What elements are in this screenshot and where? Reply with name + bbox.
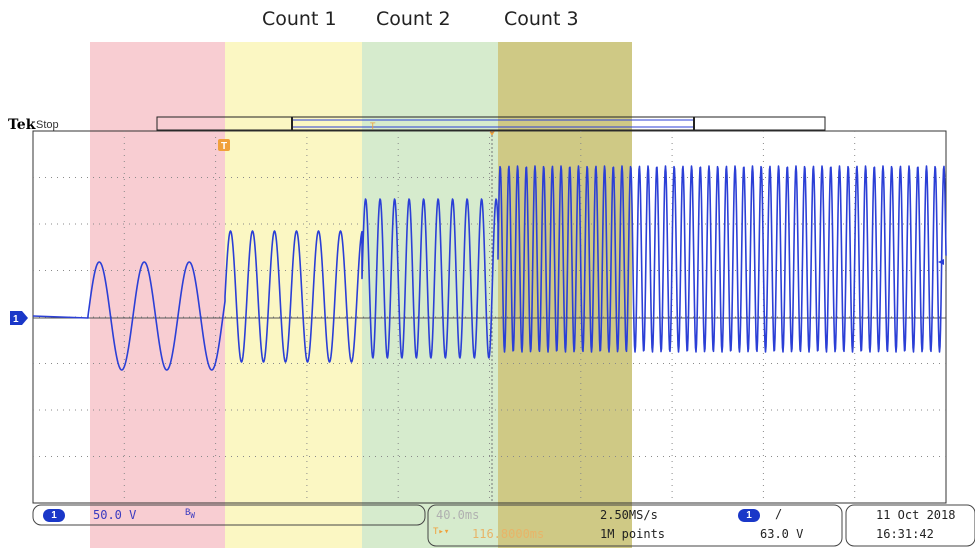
timebase-status-box <box>427 504 843 547</box>
trigger-position-icon <box>218 139 230 151</box>
trigger-slope-icon: / <box>775 507 783 521</box>
bandwidth-limit-icon: BW <box>185 508 195 520</box>
trigger-source-badge[interactable]: 1 <box>738 509 760 522</box>
count-1-label: Count 1 <box>262 8 337 30</box>
channel-1-waveform <box>32 165 947 371</box>
record-view-bar <box>156 116 826 131</box>
graticule-grid <box>33 131 946 503</box>
trigger-position-icon-status: T▸▾ <box>433 527 450 537</box>
svg-text:1: 1 <box>13 314 19 325</box>
channel-1-badge[interactable]: 1 <box>43 509 65 522</box>
svg-text:T: T <box>221 141 227 152</box>
channel-status-box <box>32 504 426 526</box>
volts-per-div[interactable]: 50.0 V <box>93 508 137 522</box>
count-2-label: Count 2 <box>376 8 451 30</box>
record-trigger-marker: T <box>370 121 376 131</box>
channel-1-ground-marker <box>10 311 28 325</box>
record-length: 1M points <box>600 527 666 541</box>
run-state-label: Stop <box>36 119 59 131</box>
trigger-position-value[interactable]: 116.8000ms <box>472 527 545 541</box>
record-center-marker <box>489 131 495 136</box>
time-per-div[interactable]: 40.0ms <box>436 508 480 522</box>
datetime-status-box <box>845 504 975 547</box>
date-display: 11 Oct 2018 <box>876 508 956 522</box>
record-view-window <box>291 119 695 128</box>
time-display: 16:31:42 <box>876 527 934 541</box>
sample-rate: 2.50MS/s <box>600 508 658 522</box>
trigger-level[interactable]: 63.0 V <box>760 527 804 541</box>
count-3-label: Count 3 <box>504 8 579 30</box>
tek-logo: Tek <box>8 117 36 133</box>
